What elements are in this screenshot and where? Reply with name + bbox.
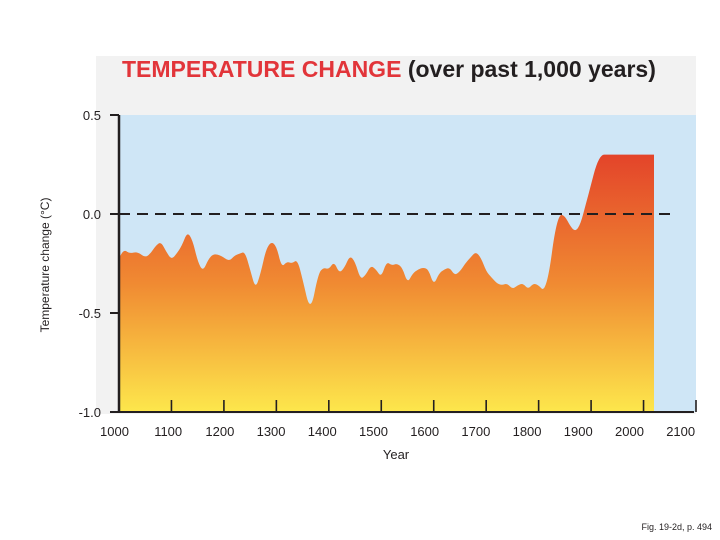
x-tick-label: 1900	[564, 424, 593, 439]
x-tick-label: 1200	[205, 424, 234, 439]
temperature-area	[119, 154, 654, 412]
y-axis: 0.5 0.0 -0.5 -1.0	[79, 108, 121, 420]
x-tick-label: 1400	[308, 424, 337, 439]
x-tick-label: 1300	[257, 424, 286, 439]
figure-caption: Fig. 19-2d, p. 494	[641, 522, 712, 532]
y-axis-label: Temperature change (°C)	[38, 198, 52, 333]
y-tick-label: 0.0	[83, 207, 101, 222]
x-tick-label: 1500	[359, 424, 388, 439]
x-tick-label: 1700	[461, 424, 490, 439]
x-tick-label: 1100	[154, 424, 182, 439]
chart-title: TEMPERATURE CHANGE (over past 1,000 year…	[122, 56, 656, 83]
x-tick-label: 1600	[410, 424, 439, 439]
y-tick-label: 0.5	[83, 108, 101, 123]
y-tick-label: -1.0	[79, 405, 101, 420]
x-tick-label: 2100	[666, 424, 695, 439]
x-axis: 1000 1100 1200 1300 1400 1500 1600 1700 1800 1900…	[100, 400, 697, 439]
chart-title-main: TEMPERATURE CHANGE	[122, 56, 402, 82]
x-tick-label: 2000	[615, 424, 644, 439]
x-axis-label: Year	[383, 447, 410, 462]
x-tick-label: 1800	[513, 424, 542, 439]
chart-title-suffix: (over past 1,000 years)	[407, 56, 656, 82]
x-tick-label: 1000	[100, 424, 129, 439]
y-tick-label: -0.5	[79, 306, 101, 321]
